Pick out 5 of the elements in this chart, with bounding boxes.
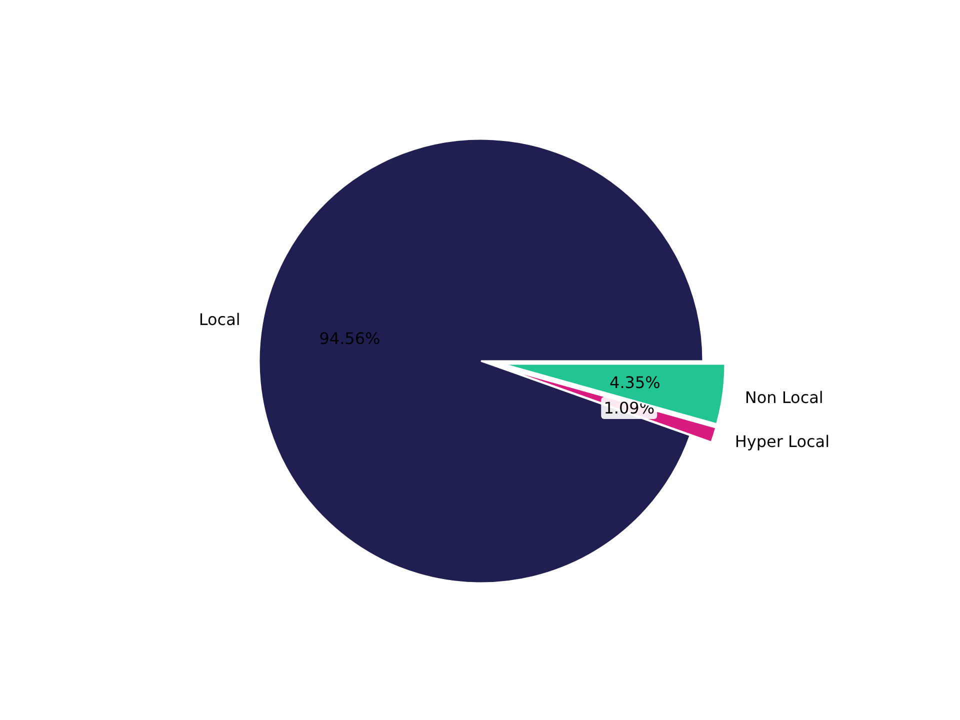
data-label: 4.35% bbox=[610, 372, 660, 392]
slice-label: Non Local bbox=[744, 388, 824, 407]
slice-label: Local bbox=[198, 310, 240, 330]
slice-label: Hyper Local bbox=[734, 432, 830, 452]
data-label: 94.56% bbox=[319, 328, 380, 348]
